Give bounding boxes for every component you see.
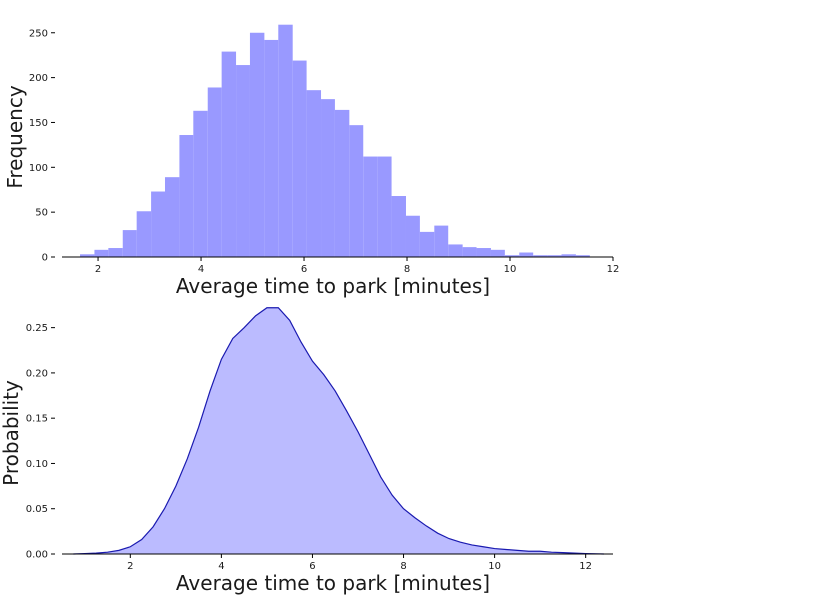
density-panel: 2 4 6 8 10 12 0.00 0.05 0.10 0.15 0.20 0.25 Averag… xyxy=(0,307,613,595)
histogram-bar xyxy=(462,247,477,257)
density-x-tick-label: 2 xyxy=(127,561,133,572)
histogram-bar xyxy=(476,248,491,257)
histogram-bar xyxy=(434,225,449,257)
histogram-bar xyxy=(94,249,109,257)
histogram-bar xyxy=(448,244,463,257)
histogram-bar xyxy=(334,109,350,258)
histogram-bars xyxy=(80,24,590,258)
density-y-ticks: 0.00 0.05 0.10 0.15 0.20 0.25 xyxy=(26,323,55,561)
histogram-x-tick-label: 10 xyxy=(504,264,517,275)
histogram-bar xyxy=(249,32,265,257)
histogram-bar xyxy=(136,211,152,257)
histogram-bar xyxy=(419,231,435,257)
histogram-y-tick-label: 50 xyxy=(35,208,48,219)
histogram-bar xyxy=(179,135,194,257)
histogram-bar xyxy=(80,254,95,257)
histogram-y-tick-label: 100 xyxy=(29,163,48,174)
histogram-bar xyxy=(349,125,364,257)
histogram-bar xyxy=(108,248,123,257)
histogram-bar xyxy=(321,99,335,257)
density-y-tick-label: 0.05 xyxy=(26,504,48,515)
density-y-tick-label: 0.20 xyxy=(26,368,48,379)
histogram-bar xyxy=(405,215,420,257)
density-x-axis-label: Average time to park [minutes] xyxy=(176,571,490,595)
density-y-tick-label: 0.15 xyxy=(26,414,48,425)
histogram-bar xyxy=(306,90,322,257)
histogram-y-axis-label: Frequency xyxy=(3,85,27,188)
density-x-tick-label: 10 xyxy=(488,561,501,572)
histogram-bar xyxy=(193,110,208,258)
density-y-tick-label: 0.10 xyxy=(26,459,48,470)
histogram-x-axis-label: Average time to park [minutes] xyxy=(176,274,490,298)
histogram-bar xyxy=(151,191,165,257)
histogram-bar xyxy=(278,24,293,257)
histogram-x-tick-label: 6 xyxy=(301,264,307,275)
density-y-tick-label: 0.25 xyxy=(26,323,48,334)
density-x-tick-label: 8 xyxy=(400,561,406,572)
histogram-bar xyxy=(221,51,237,257)
histogram-bar xyxy=(164,177,180,257)
histogram-y-ticks: 0 50 100 150 200 250 xyxy=(29,28,55,264)
histogram-y-tick-label: 250 xyxy=(29,28,48,39)
density-y-tick-label: 0.00 xyxy=(26,550,48,561)
histogram-y-tick-label: 0 xyxy=(42,253,48,264)
histogram-panel: 2 4 6 8 10 12 0 50 100 150 200 250 Average time to… xyxy=(3,24,620,298)
histogram-bar xyxy=(575,255,590,257)
histogram-y-tick-label: 200 xyxy=(29,73,48,84)
density-x-tick-label: 4 xyxy=(218,561,224,572)
histogram-x-tick-label: 8 xyxy=(404,264,410,275)
density-x-tick-label: 12 xyxy=(579,561,592,572)
histogram-bar xyxy=(490,249,505,257)
histogram-bar xyxy=(533,255,548,257)
histogram-bar xyxy=(547,255,562,257)
density-y-axis-label: Probability xyxy=(0,380,23,486)
histogram-bar xyxy=(561,254,576,257)
density-x-tick-label: 6 xyxy=(309,561,315,572)
histogram-x-tick-label: 12 xyxy=(607,264,620,275)
histogram-y-tick-label: 150 xyxy=(29,118,48,129)
density-curve xyxy=(73,307,604,555)
histogram-bar xyxy=(391,196,406,257)
histogram-bar xyxy=(264,39,279,257)
histogram-bar xyxy=(519,252,534,257)
histogram-bar xyxy=(292,60,307,258)
histogram-bar xyxy=(207,87,222,257)
histogram-x-ticks: 2 4 6 8 10 12 xyxy=(95,257,620,275)
histogram-x-tick-label: 2 xyxy=(95,264,101,275)
histogram-x-tick-label: 4 xyxy=(198,264,204,275)
histogram-bar xyxy=(236,65,250,257)
density-x-ticks: 2 4 6 8 10 12 xyxy=(127,554,592,572)
histogram-bar xyxy=(122,230,137,257)
histogram-bar xyxy=(377,156,392,257)
density-fill-area xyxy=(73,307,604,554)
histogram-bar xyxy=(363,156,378,257)
histogram-bar xyxy=(504,255,520,257)
